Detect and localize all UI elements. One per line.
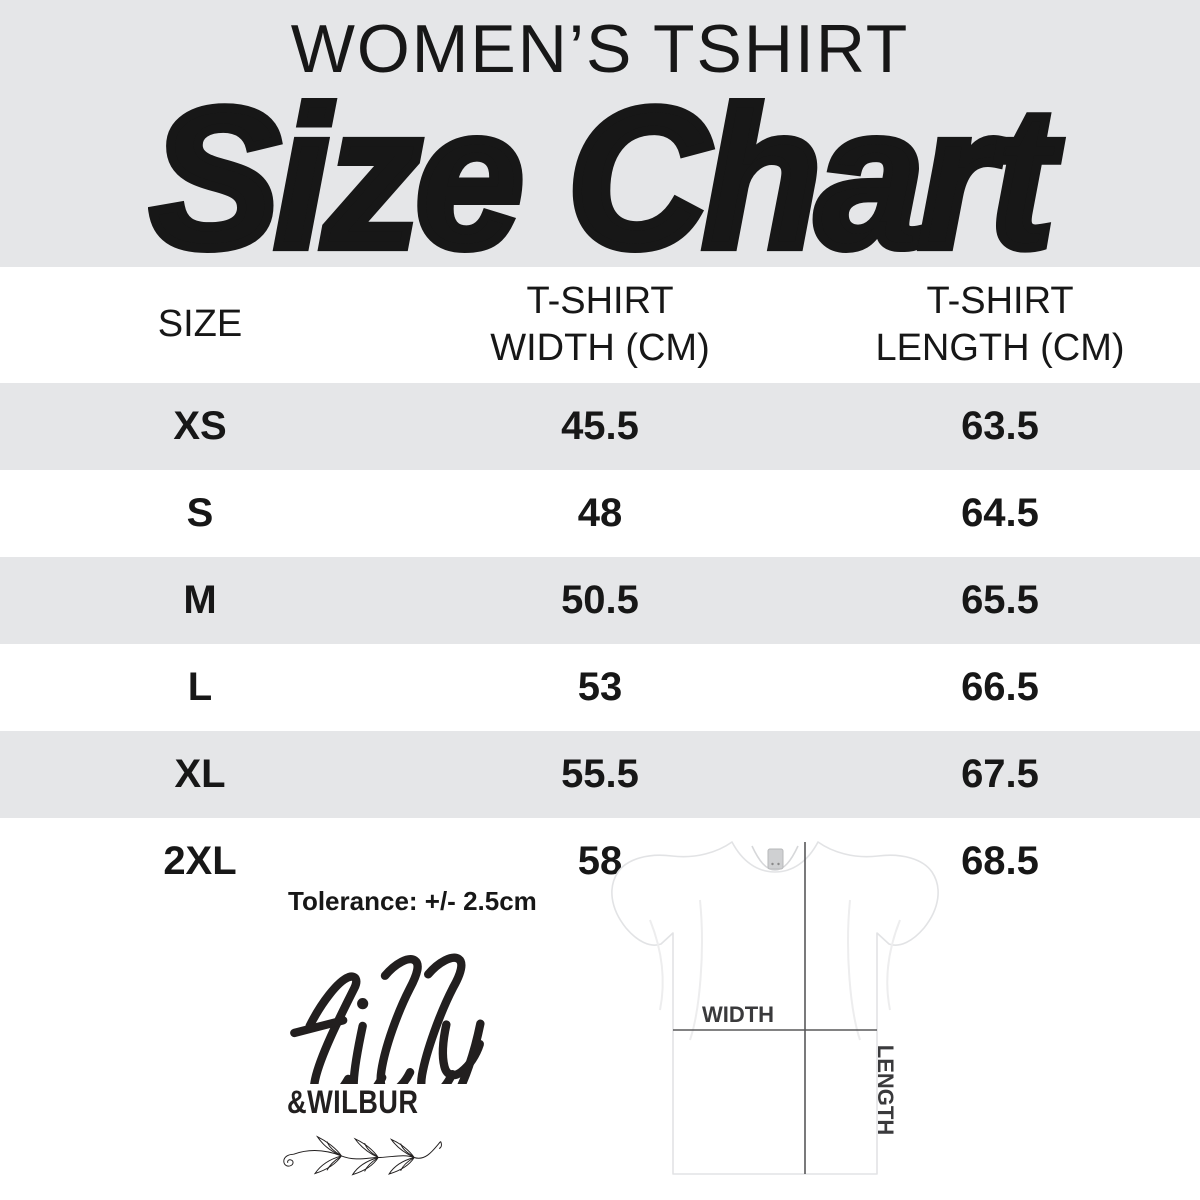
svg-text:LENGTH: LENGTH [873, 1045, 898, 1135]
svg-text:WIDTH: WIDTH [702, 1002, 774, 1027]
